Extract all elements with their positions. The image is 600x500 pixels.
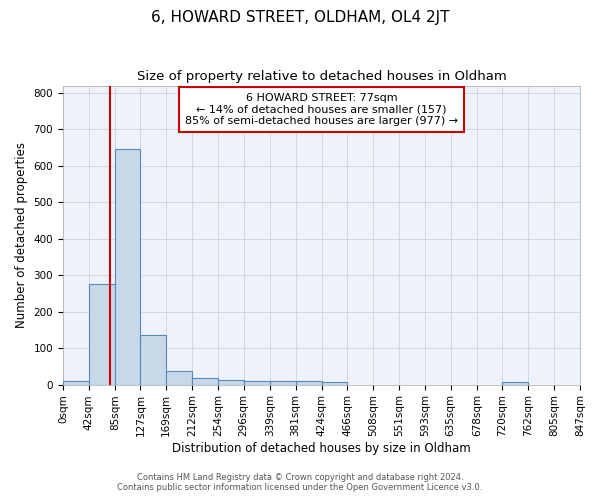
Bar bbox=[270, 380, 296, 384]
Bar bbox=[296, 381, 322, 384]
Bar bbox=[218, 380, 244, 384]
Bar bbox=[193, 378, 218, 384]
Bar bbox=[244, 380, 270, 384]
Bar bbox=[89, 284, 115, 384]
Bar bbox=[166, 371, 193, 384]
Bar bbox=[502, 382, 528, 384]
Bar bbox=[140, 336, 166, 384]
Title: Size of property relative to detached houses in Oldham: Size of property relative to detached ho… bbox=[137, 70, 506, 83]
Bar bbox=[322, 382, 347, 384]
Bar bbox=[115, 150, 140, 384]
Text: 6 HOWARD STREET: 77sqm
← 14% of detached houses are smaller (157)
85% of semi-de: 6 HOWARD STREET: 77sqm ← 14% of detached… bbox=[185, 93, 458, 126]
Bar bbox=[63, 381, 89, 384]
Y-axis label: Number of detached properties: Number of detached properties bbox=[15, 142, 28, 328]
Text: 6, HOWARD STREET, OLDHAM, OL4 2JT: 6, HOWARD STREET, OLDHAM, OL4 2JT bbox=[151, 10, 449, 25]
X-axis label: Distribution of detached houses by size in Oldham: Distribution of detached houses by size … bbox=[172, 442, 471, 455]
Text: Contains HM Land Registry data © Crown copyright and database right 2024.
Contai: Contains HM Land Registry data © Crown c… bbox=[118, 473, 482, 492]
